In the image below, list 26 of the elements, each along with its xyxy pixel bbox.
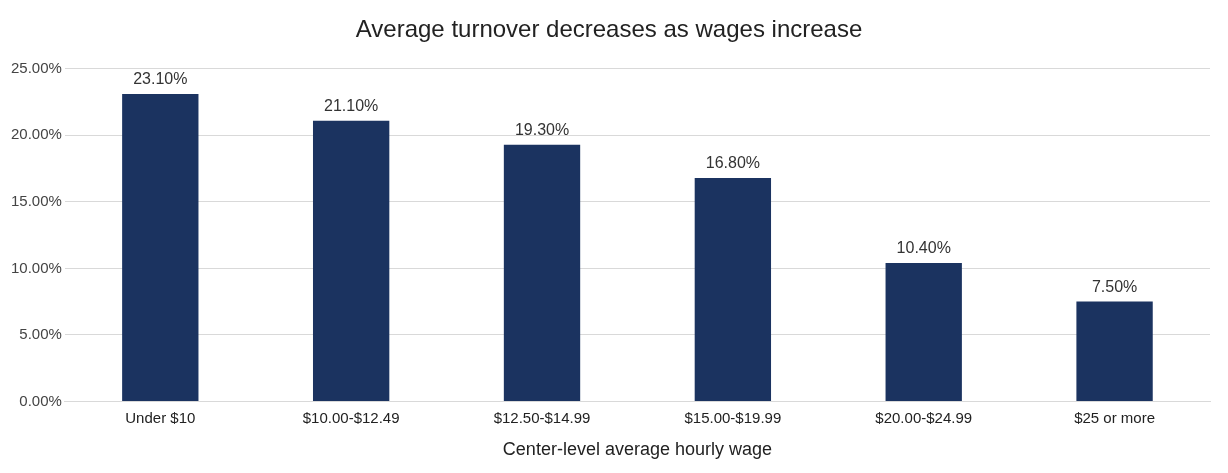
y-tick-label: 15.00% [11, 191, 62, 209]
x-tick-label: $15.00-$19.99 [684, 408, 782, 426]
x-tick-label: $10.00-$12.49 [302, 408, 400, 426]
x-tick-label: $25 or more [1074, 408, 1156, 426]
y-tick-label: 5.00% [19, 325, 62, 343]
y-tick-label: 25.00% [11, 58, 62, 76]
data-label: 23.10% [133, 70, 188, 88]
y-tick-label: 10.00% [11, 258, 62, 276]
bar [312, 120, 390, 401]
x-axis-title: Center-level average hourly wage [502, 439, 773, 460]
data-label: 10.40% [896, 239, 951, 257]
bar [503, 144, 581, 401]
data-label: 16.80% [705, 154, 760, 172]
data-label: 7.50% [1091, 278, 1138, 296]
bar [694, 177, 772, 401]
x-tick-label: $20.00-$24.99 [875, 408, 973, 426]
x-tick-label: $12.50-$14.99 [493, 408, 591, 426]
y-tick-label: 20.00% [11, 125, 62, 143]
y-tick-label: 0.00% [19, 391, 62, 409]
bar [1076, 301, 1153, 401]
bar [122, 94, 199, 401]
x-tick-label: Under $10 [125, 408, 196, 426]
bar [885, 263, 962, 401]
data-label: 21.10% [324, 97, 379, 115]
data-label: 19.30% [514, 121, 570, 139]
chart-title: Average turnover decreases as wages increase [355, 15, 863, 43]
